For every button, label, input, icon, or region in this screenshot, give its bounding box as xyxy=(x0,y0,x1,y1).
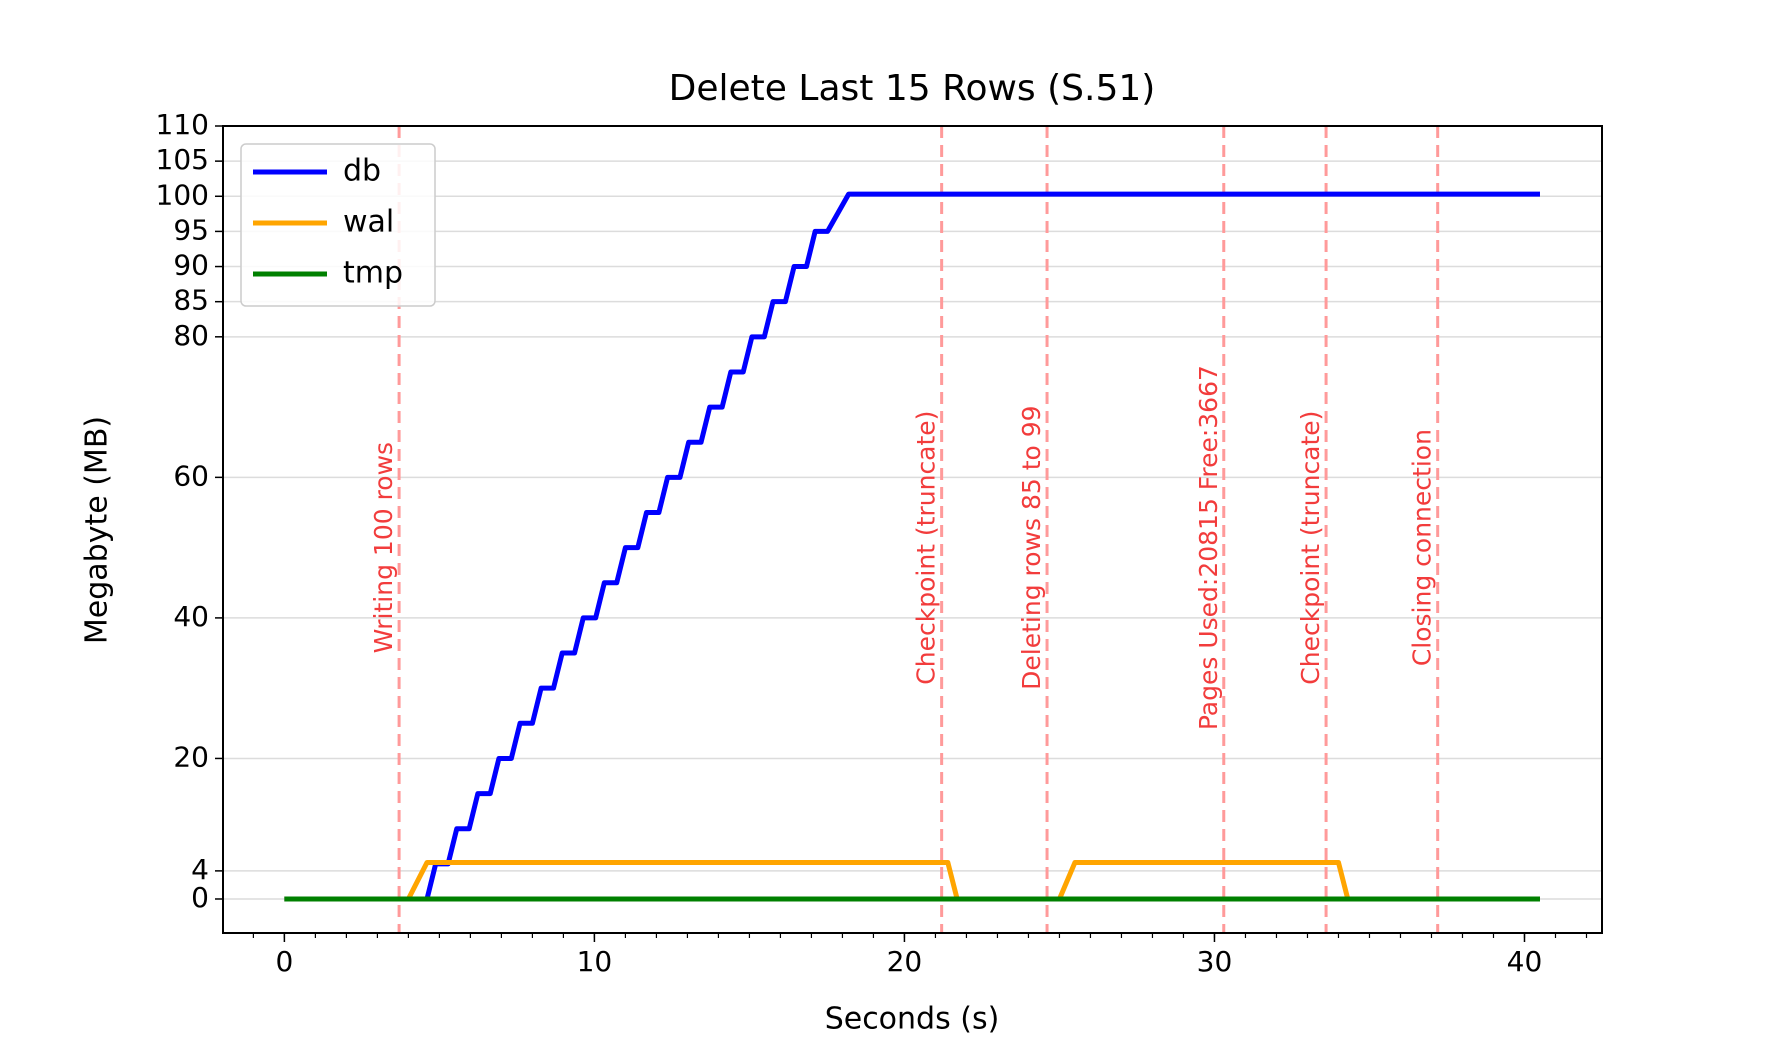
y-tick-label: 95 xyxy=(173,213,209,246)
y-axis-label: Megabyte (MB) xyxy=(80,416,115,644)
series-line xyxy=(284,859,1540,902)
y-tick-label: 110 xyxy=(156,108,209,141)
event-label: Writing 100 rows xyxy=(369,442,398,653)
y-tick-label: 4 xyxy=(191,853,209,886)
y-tick-label: 40 xyxy=(173,600,209,633)
y-tick-label: 105 xyxy=(156,143,209,176)
event-label: Pages Used:20815 Free:3667 xyxy=(1194,365,1223,730)
y-tick-label: 20 xyxy=(173,740,209,773)
y-tick-label: 80 xyxy=(173,319,209,352)
x-tick-label: 40 xyxy=(1507,945,1543,978)
series-line xyxy=(284,191,1540,902)
event-label: Checkpoint (truncate) xyxy=(1296,411,1325,685)
event-label: Closing connection xyxy=(1408,429,1437,666)
x-axis-label: Seconds (s) xyxy=(825,1002,1000,1037)
x-tick-label: 20 xyxy=(887,945,923,978)
event-label: Deleting rows 85 to 99 xyxy=(1017,405,1046,689)
x-tick-label: 10 xyxy=(577,945,613,978)
legend-label: tmp xyxy=(343,256,403,291)
plot-frame xyxy=(222,125,1603,934)
chart-title: Delete Last 15 Rows (S.51) xyxy=(669,68,1156,109)
legend-box xyxy=(240,143,436,307)
legend-label: db xyxy=(343,154,381,189)
y-tick-label: 60 xyxy=(173,459,209,492)
y-tick-label: 100 xyxy=(156,178,209,211)
legend-label: wal xyxy=(343,205,394,240)
y-tick-label: 0 xyxy=(191,881,209,914)
event-label: Checkpoint (truncate) xyxy=(912,411,941,685)
y-tick-label: 90 xyxy=(173,249,209,282)
x-tick-label: 0 xyxy=(275,945,293,978)
y-tick-label: 85 xyxy=(173,284,209,317)
x-tick-label: 30 xyxy=(1197,945,1233,978)
